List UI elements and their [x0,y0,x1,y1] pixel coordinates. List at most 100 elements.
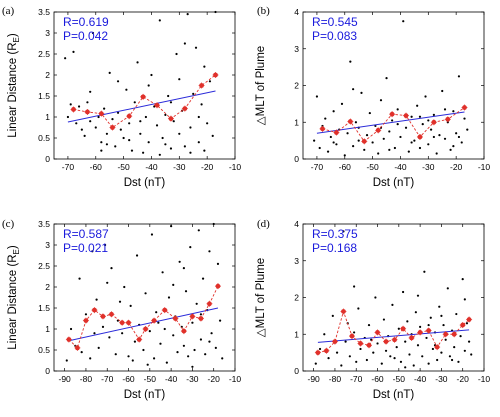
scatter-point [423,270,426,273]
y-tick-label: 2.5 [38,261,50,271]
scatter-point [404,340,407,343]
scatter-point [121,332,124,335]
scatter-point [318,146,321,150]
y-tick-label: 2 [45,70,50,80]
scatter-point [158,19,161,22]
y-tick-label: 3.5 [38,7,50,17]
y-axis-label: Linear Distance (RE) [7,33,21,138]
scatter-point [399,135,402,139]
x-axis-label: Dst (nT) [124,389,166,401]
panel-label: (b) [257,5,270,17]
y-axis-label: △MLT of Plume [255,258,267,337]
scatter-point [69,103,72,106]
scatter-point [183,42,186,45]
scatter-point [410,141,413,144]
panel-label: (d) [257,218,270,230]
scatter-point [396,122,399,126]
scatter-point [214,10,217,14]
scatter-point [457,135,461,139]
x-tick-label: -60 [90,162,103,172]
correlation-p: P=0.021 [63,241,108,255]
scatter-point [148,330,151,333]
scatter-point [165,361,168,364]
x-tick-label: -40 [414,374,427,384]
scatter-point [195,302,198,305]
scatter-point [421,122,424,126]
y-tick-label: 3 [294,256,299,266]
scatter-point [324,117,327,120]
scatter-point [332,141,335,144]
scatter-point [463,117,466,120]
scatter-point [221,357,224,360]
scatter-point [91,31,95,35]
scatter-point [119,128,122,131]
scatter-point [457,75,461,78]
x-tick-label: -90 [307,374,320,384]
correlation-p: P=0.168 [312,241,357,255]
scatter-point [114,145,117,148]
y-tick-label: 0 [294,154,299,164]
y-tick-label: 1 [294,329,299,339]
scatter-point [83,134,86,137]
scatter-point [389,355,392,358]
scatter-point [318,347,322,351]
scatter-point [372,351,375,354]
scatter-point [465,322,469,325]
scatter-point [75,122,78,125]
scatter-point [453,346,456,349]
scatter-point [470,353,473,356]
x-tick-label: -30 [186,374,199,384]
x-tick-label: -10 [478,162,491,172]
scatter-point [431,347,434,351]
scatter-point [371,141,374,144]
scatter-point [374,296,377,299]
scatter-point [449,148,452,151]
panel-b: (b) -70 -60 -50 -40 -30 -20 -10 0 1 2 3 4 Dst (nT) △ML… [255,5,490,189]
scatter-point [357,307,360,310]
scatter-point [212,222,215,226]
scatter-point [346,132,349,135]
scatter-point [170,225,173,228]
x-tick-label: -70 [62,162,75,172]
scatter-point [385,77,388,80]
x-axis-label: Dst (nT) [373,177,415,189]
scatter-point [167,94,170,98]
scatter-point [354,121,358,124]
scatter-point [427,323,430,327]
y-tick-label: 2.5 [38,49,50,59]
scatter-point [97,346,100,349]
x-tick-label: -50 [117,162,130,172]
x-tick-label: -10 [478,374,491,384]
scatter-point [359,347,362,351]
scatter-point [191,321,194,324]
y-tick-label: 1 [294,117,299,127]
scatter-point [441,89,444,93]
x-tick-label: -80 [80,374,93,384]
y-tick-label: 0 [294,366,299,376]
scatter-point [218,319,222,322]
scatter-point [418,115,422,118]
scatter-point [108,336,111,339]
scatter-point [384,349,388,352]
scatter-point [89,90,92,93]
plot-frame [53,11,236,160]
y-tick-label: 2 [294,81,299,91]
scatter-point [443,137,447,140]
y-tick-label: 3.5 [38,219,50,229]
scatter-point [77,105,81,108]
scatter-point [176,351,179,354]
scatter-point [164,113,167,116]
fit-line [68,307,219,342]
scatter-point [189,126,192,129]
scatter-point [442,323,445,327]
scatter-point [127,355,130,358]
y-axis-label-main: Linear Distance (R [7,42,19,137]
scatter-point [331,314,334,317]
scatter-point [155,124,159,127]
scatter-point [133,340,137,343]
scatter-point [135,254,139,257]
scatter-point [91,250,94,253]
scatter-point [86,101,89,104]
scatter-point [131,359,134,362]
